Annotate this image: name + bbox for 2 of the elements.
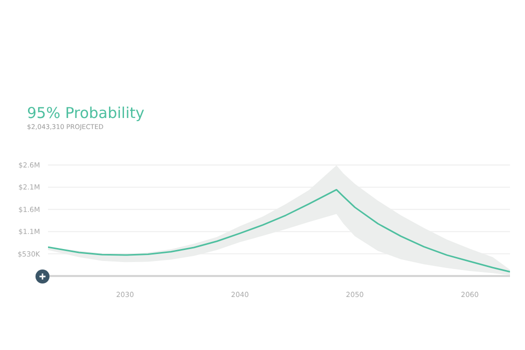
line-series xyxy=(48,188,510,273)
chart-title: 95% Probability xyxy=(27,104,144,122)
